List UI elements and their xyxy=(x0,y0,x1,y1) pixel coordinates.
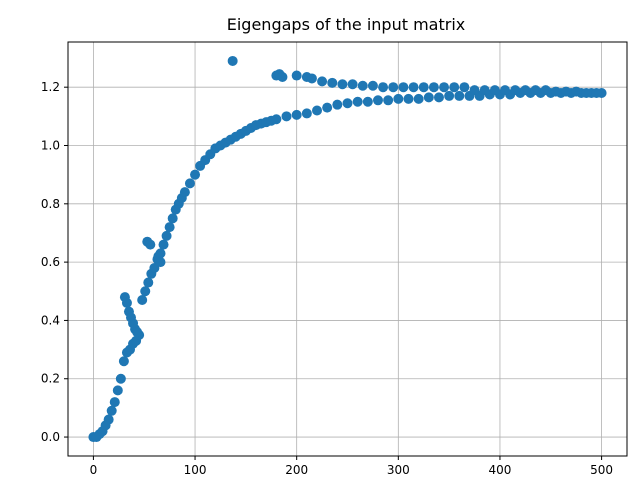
data-point-main xyxy=(271,114,282,125)
data-point-secondary xyxy=(489,85,500,96)
data-point-secondary xyxy=(277,71,288,82)
data-point-main xyxy=(322,102,333,113)
data-point-main xyxy=(118,356,129,367)
y-tick-label: 0.4 xyxy=(41,313,60,327)
data-point-main xyxy=(423,92,434,103)
data-point-main xyxy=(403,93,414,104)
data-point-main xyxy=(291,109,302,120)
data-point-secondary xyxy=(479,85,490,96)
data-point-secondary xyxy=(469,85,480,96)
data-point-secondary xyxy=(337,79,348,90)
data-point-main xyxy=(454,90,465,101)
data-point-secondary xyxy=(317,76,328,87)
x-tick-label: 500 xyxy=(590,463,613,477)
y-tick-label: 1.0 xyxy=(41,139,60,153)
data-point-main xyxy=(352,96,363,107)
data-point-main xyxy=(167,213,178,224)
data-point-main xyxy=(383,95,394,106)
data-point-secondary xyxy=(378,82,389,93)
data-point-secondary xyxy=(347,79,358,90)
data-point-main xyxy=(190,169,201,180)
data-point-main xyxy=(143,277,154,288)
data-point-secondary xyxy=(388,82,399,93)
data-point-main xyxy=(444,90,455,101)
data-point-secondary xyxy=(227,55,238,66)
x-tick-label: 200 xyxy=(285,463,308,477)
data-point-main xyxy=(179,187,190,198)
data-point-secondary xyxy=(571,86,582,97)
data-point-secondary xyxy=(145,239,156,250)
data-point-secondary xyxy=(418,82,429,93)
data-point-secondary xyxy=(398,82,409,93)
y-tick-label: 0.6 xyxy=(41,255,60,269)
y-axis: 0.0 0.2 0.4 0.6 0.8 1.0 1.2 xyxy=(41,80,68,444)
plot-frame xyxy=(67,41,628,457)
data-point-main xyxy=(184,178,195,189)
data-point-main xyxy=(140,286,151,297)
data-point-main xyxy=(112,385,123,396)
data-point-main xyxy=(106,405,117,416)
y-tick-label: 0.8 xyxy=(41,197,60,211)
data-point-secondary xyxy=(591,88,602,99)
data-point-secondary xyxy=(291,70,302,81)
data-point-secondary xyxy=(408,82,419,93)
data-point-secondary xyxy=(459,82,470,93)
x-axis: 0 100 200 300 400 500 xyxy=(90,456,613,477)
data-point-main xyxy=(164,222,175,233)
data-point-secondary xyxy=(500,85,511,96)
data-point-secondary xyxy=(121,297,132,308)
data-point-main xyxy=(372,95,383,106)
y-tick-label: 1.2 xyxy=(41,80,60,94)
data-point-main xyxy=(433,92,444,103)
data-point-secondary xyxy=(439,82,450,93)
data-point-secondary xyxy=(132,327,143,338)
data-point-main xyxy=(312,105,323,116)
data-point-secondary xyxy=(550,86,561,97)
data-point-main xyxy=(115,373,126,384)
x-tick-label: 0 xyxy=(90,463,98,477)
data-point-secondary xyxy=(367,80,378,91)
x-tick-label: 100 xyxy=(184,463,207,477)
data-point-secondary xyxy=(306,73,317,84)
data-point-main xyxy=(161,230,172,241)
data-point-main xyxy=(342,98,353,109)
data-point-secondary xyxy=(520,85,531,96)
data-point-main xyxy=(393,93,404,104)
chart-title: Eigengaps of the input matrix xyxy=(227,15,465,34)
data-point-main xyxy=(109,397,120,408)
data-point-secondary xyxy=(428,82,439,93)
data-point-secondary xyxy=(327,77,338,88)
data-point-main xyxy=(301,108,312,119)
data-point-secondary xyxy=(561,86,572,97)
y-tick-label: 0.2 xyxy=(41,372,60,386)
data-point-secondary xyxy=(449,82,460,93)
data-point-secondary xyxy=(540,85,551,96)
data-point-secondary xyxy=(581,88,592,99)
data-point-secondary xyxy=(510,85,521,96)
y-tick-label: 0.0 xyxy=(41,430,60,444)
data-point-main xyxy=(137,295,148,306)
data-point-secondary xyxy=(357,80,368,91)
data-point-secondary xyxy=(155,257,166,268)
x-tick-label: 300 xyxy=(387,463,410,477)
data-point-main xyxy=(158,239,169,250)
data-points xyxy=(88,55,607,443)
data-point-main xyxy=(281,111,292,122)
data-point-main xyxy=(332,99,343,110)
x-tick-label: 400 xyxy=(489,463,512,477)
data-point-main xyxy=(362,96,373,107)
data-point-main xyxy=(103,414,114,425)
data-point-secondary xyxy=(530,85,541,96)
data-point-main xyxy=(413,93,424,104)
